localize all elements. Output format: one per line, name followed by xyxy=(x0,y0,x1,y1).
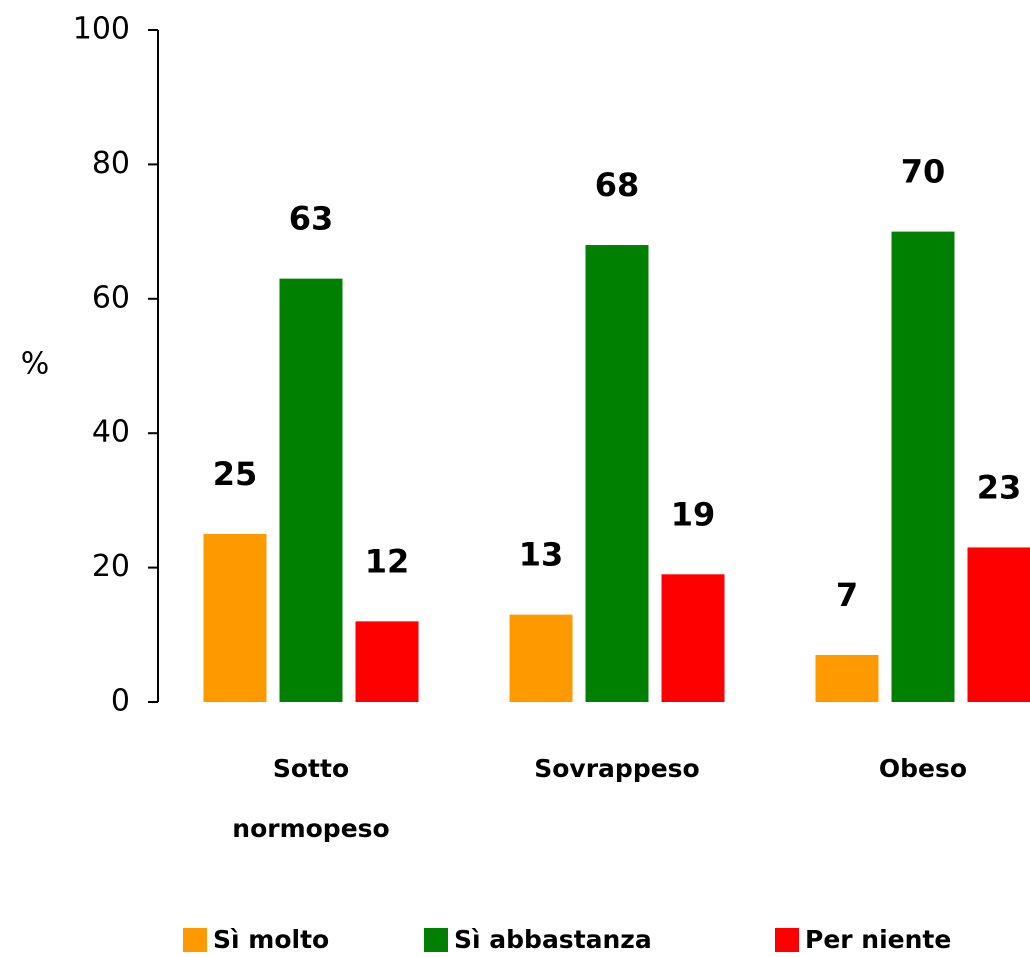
bar xyxy=(355,621,419,702)
value-label: 70 xyxy=(901,153,946,191)
legend-label: Sì abbastanza xyxy=(454,925,652,954)
bar xyxy=(967,547,1030,702)
value-label: 19 xyxy=(671,495,716,533)
y-tick-label: 100 xyxy=(73,12,130,47)
bar xyxy=(585,245,649,703)
value-label: 13 xyxy=(519,536,564,574)
value-label: 12 xyxy=(365,542,410,580)
y-tick-label: 20 xyxy=(92,549,130,584)
y-axis-label: % xyxy=(21,347,50,382)
legend-label: Per niente xyxy=(805,925,951,954)
legend-swatch xyxy=(775,928,799,952)
bar xyxy=(509,614,573,702)
y-tick-label: 60 xyxy=(92,280,130,315)
value-label: 68 xyxy=(595,166,640,204)
x-tick-label: Sotto normopeso xyxy=(232,754,389,843)
value-label: 63 xyxy=(289,200,334,238)
bar xyxy=(279,278,343,702)
legend-label: Sì molto xyxy=(213,925,329,954)
value-label: 23 xyxy=(977,468,1022,506)
value-label: 25 xyxy=(213,455,258,493)
bar xyxy=(815,654,879,702)
bar xyxy=(661,574,725,702)
value-label: 7 xyxy=(836,576,858,614)
x-tick-label: Obeso xyxy=(879,754,967,783)
y-tick-label: 0 xyxy=(111,684,130,719)
legend-swatch xyxy=(424,928,448,952)
y-tick-label: 40 xyxy=(92,415,130,450)
y-tick-label: 80 xyxy=(92,146,130,181)
legend-swatch xyxy=(183,928,207,952)
bar xyxy=(891,231,955,702)
x-tick-label: Sovrappeso xyxy=(534,754,699,783)
bar xyxy=(203,534,267,702)
